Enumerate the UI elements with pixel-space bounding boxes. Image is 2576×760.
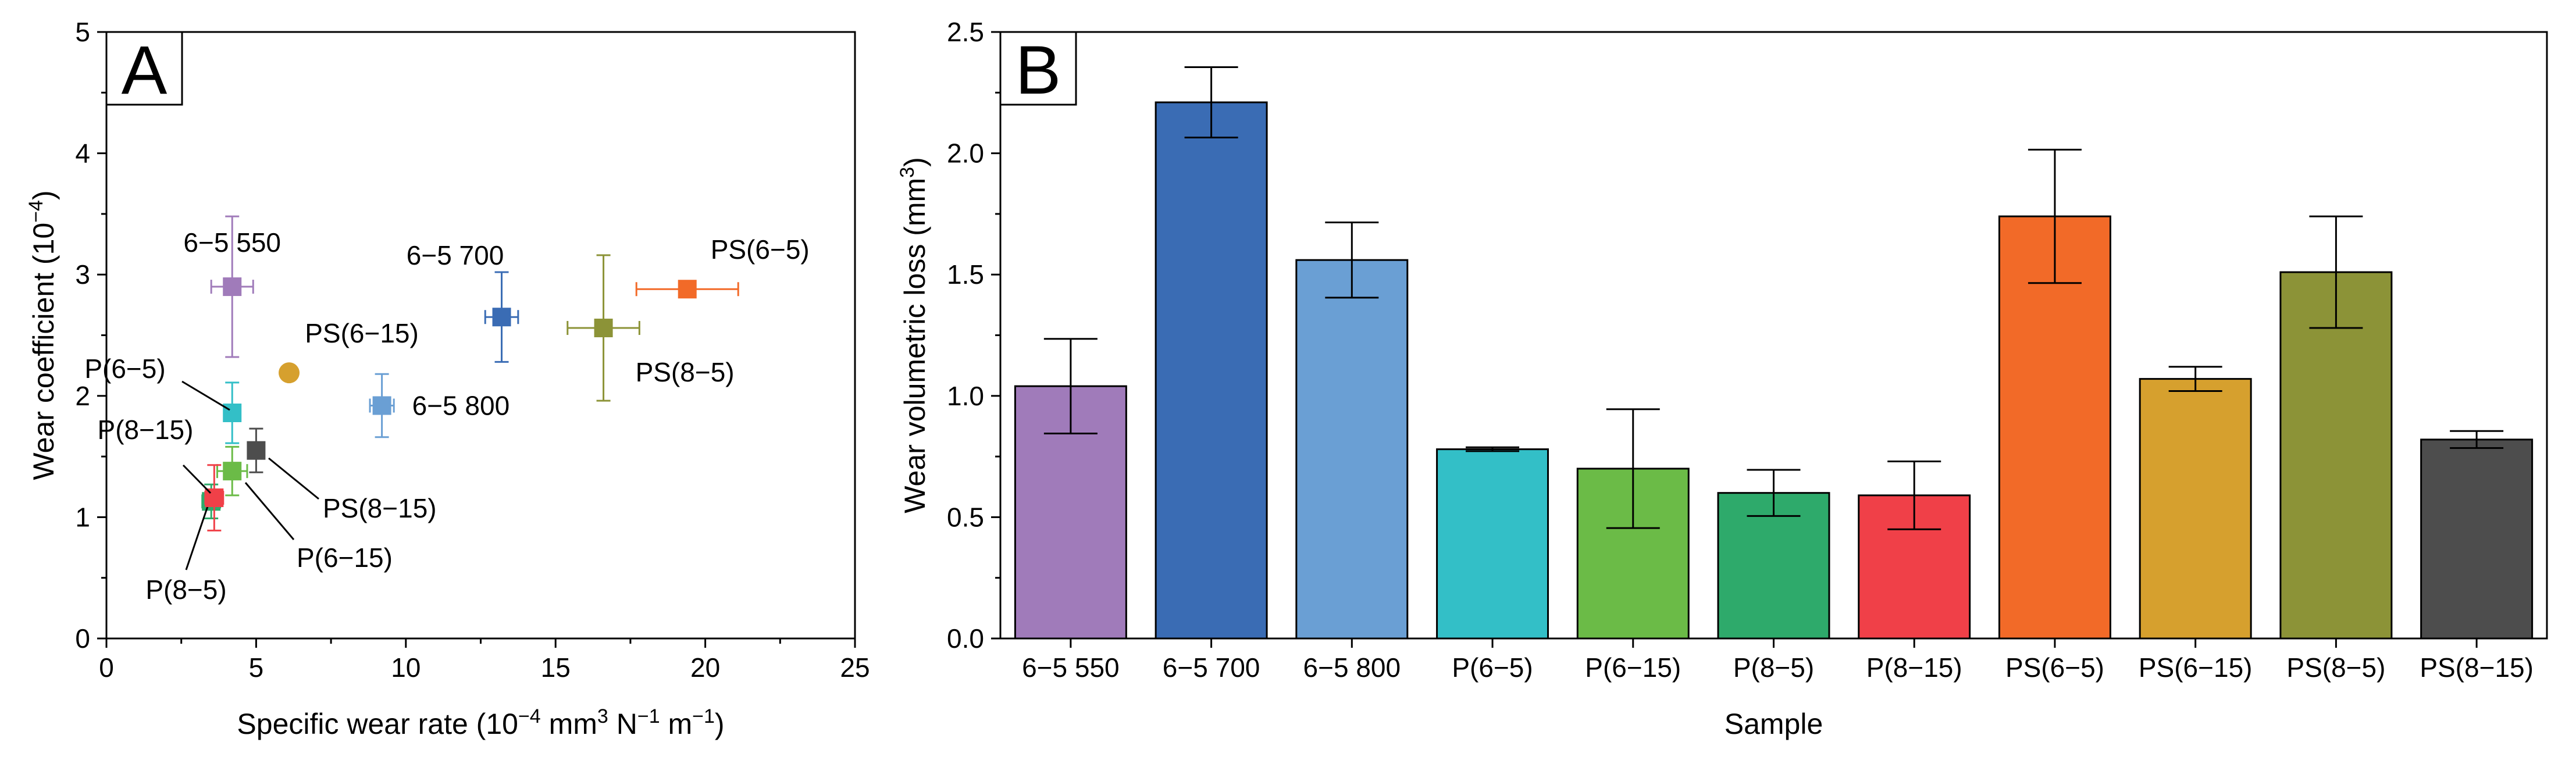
point-label-6-5-550: 6−5 550 bbox=[183, 227, 281, 258]
point-label-ps-6-15: PS(6−15) bbox=[305, 318, 419, 348]
x-axis-label-a-part: N bbox=[608, 708, 637, 740]
point-label-p-8-5: P(8−5) bbox=[145, 575, 226, 605]
x-tick-label-6-5-550: 6−5 550 bbox=[1022, 652, 1120, 683]
x-tick-label-a: 0 bbox=[99, 652, 114, 683]
bar-p-6-5 bbox=[1436, 448, 1549, 640]
y-tick-label-b: 1.0 bbox=[947, 381, 984, 411]
bar-ps-8-15 bbox=[2420, 438, 2534, 640]
data-point-6-5-550 bbox=[223, 277, 242, 297]
x-axis-label-a-part: 3 bbox=[597, 705, 608, 727]
y-tick-label-a: 0 bbox=[75, 623, 90, 654]
x-tick-label-ps-6-5: PS(6−5) bbox=[2005, 652, 2104, 683]
x-axis-label-a-part: −1 bbox=[637, 705, 660, 727]
point-label-p-8-15: P(8−15) bbox=[98, 415, 194, 445]
bar-ps-6-15 bbox=[2139, 378, 2252, 640]
y-tick-label-a: 2 bbox=[75, 381, 90, 411]
point-label-ps-8-15: PS(8−15) bbox=[323, 493, 437, 523]
leader-line-p-8-15 bbox=[182, 464, 212, 494]
plot-frame-a bbox=[105, 31, 856, 640]
y-tick-label-b: 0.0 bbox=[947, 623, 984, 654]
x-tick-label-6-5-800: 6−5 800 bbox=[1303, 652, 1401, 683]
x-tick-label-a: 15 bbox=[541, 652, 571, 683]
y-tick-label-b: 2.0 bbox=[947, 138, 984, 169]
x-axis-label-a-part: m bbox=[660, 708, 693, 740]
y-axis-label-b-part: ) bbox=[899, 157, 931, 167]
y-tick-label-a: 3 bbox=[75, 259, 90, 290]
y-axis-label-a-part: Wear coefficient (10 bbox=[27, 223, 60, 480]
x-axis-label-a-part: −4 bbox=[518, 705, 541, 727]
point-label-p-6-15: P(6−15) bbox=[297, 543, 393, 573]
x-tick-label-p-6-5: P(6−5) bbox=[1452, 652, 1533, 683]
panel-letter-box-a bbox=[105, 31, 183, 106]
x-axis-label-a-part: mm bbox=[541, 708, 597, 740]
leader-line-p-6-5 bbox=[181, 380, 230, 411]
bar-ps-8-5 bbox=[2279, 271, 2393, 640]
leader-line-ps-8-15 bbox=[268, 457, 319, 500]
point-label-p-6-5: P(6−5) bbox=[84, 354, 165, 384]
panel-b: 0.0 0.5 1.0 1.5 2.0 2.5 6−5 550 6−5 700 6−5 800 P… bbox=[896, 17, 2548, 740]
x-tick-label-p-8-15: P(8−15) bbox=[1866, 652, 1962, 683]
bar-ps-6-5 bbox=[1998, 215, 2111, 640]
x-axis-label-a-part: ) bbox=[715, 708, 725, 740]
x-tick-label-p-8-5: P(8−5) bbox=[1733, 652, 1814, 683]
x-axis-label-a-part: Specific wear rate (10 bbox=[237, 708, 518, 740]
data-point-6-5-800 bbox=[372, 396, 391, 415]
panel-letter-box-b bbox=[999, 31, 1077, 106]
point-label-ps-6-5: PS(6−5) bbox=[711, 234, 810, 265]
x-tick-label-a: 25 bbox=[840, 652, 870, 683]
panel-letter-a: A bbox=[122, 32, 168, 109]
y-tick-label-a: 1 bbox=[75, 502, 90, 532]
x-tick-label-ps-8-5: PS(8−5) bbox=[2286, 652, 2385, 683]
x-tick-label-6-5-700: 6−5 700 bbox=[1163, 652, 1260, 683]
x-tick-label-ps-6-15: PS(6−15) bbox=[2139, 652, 2253, 683]
data-point-ps-8-5 bbox=[594, 318, 613, 337]
leader-line-p-6-15 bbox=[244, 482, 295, 540]
x-axis-label-a: Specific wear rate (10−4 mm3 N−1 m−1) bbox=[237, 705, 724, 740]
x-tick-label-p-6-15: P(6−15) bbox=[1585, 652, 1681, 683]
data-point-ps-6-5 bbox=[678, 280, 697, 299]
data-point-ps-6-15 bbox=[279, 362, 300, 384]
x-tick-label-a: 20 bbox=[690, 652, 720, 683]
y-tick-label-b: 1.5 bbox=[947, 259, 984, 290]
x-tick-label-a: 10 bbox=[391, 652, 421, 683]
y-axis-label-b-part: Wear volumetric loss (mm bbox=[899, 178, 931, 513]
point-label-6-5-800: 6−5 800 bbox=[412, 390, 510, 420]
y-axis-label-a-part: −4 bbox=[25, 200, 47, 223]
leader-line-p-8-5 bbox=[185, 504, 209, 570]
x-tick-label-a: 5 bbox=[249, 652, 264, 683]
y-tick-label-a: 4 bbox=[75, 138, 90, 169]
y-axis-label-a-part: ) bbox=[27, 190, 60, 200]
y-axis-label-b: Wear volumetric loss (mm3) bbox=[896, 157, 931, 513]
point-label-6-5-700: 6−5 700 bbox=[407, 240, 504, 270]
data-point-ps-8-15 bbox=[247, 441, 266, 460]
x-axis-label-b: Sample bbox=[1725, 708, 1823, 740]
y-tick-label-a: 5 bbox=[75, 17, 90, 47]
data-point-p-6-15 bbox=[223, 462, 242, 481]
point-label-ps-8-5: PS(8−5) bbox=[636, 357, 735, 387]
bar-6-5-800 bbox=[1295, 259, 1409, 640]
y-axis-label-a: Wear coefficient (10−4) bbox=[25, 190, 60, 480]
bar-6-5-700 bbox=[1155, 101, 1268, 640]
x-tick-label-ps-8-15: PS(8−15) bbox=[2420, 652, 2534, 683]
data-point-p-6-5 bbox=[223, 404, 242, 423]
y-tick-label-b: 2.5 bbox=[947, 17, 984, 47]
y-axis-label-b-part: 3 bbox=[896, 167, 918, 178]
data-point-6-5-700 bbox=[492, 308, 511, 327]
y-tick-label-b: 0.5 bbox=[947, 502, 984, 532]
panel-letter-b: B bbox=[1016, 32, 1061, 109]
x-axis-label-a-part: −1 bbox=[692, 705, 715, 727]
